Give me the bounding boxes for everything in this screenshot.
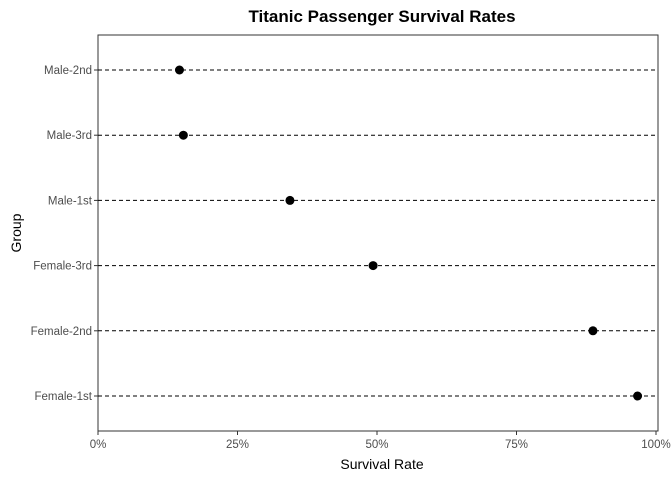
x-tick-label: 75% — [505, 439, 528, 451]
y-tick-label: Male-3rd — [47, 130, 92, 142]
data-point — [285, 195, 295, 205]
chart-title: Titanic Passenger Survival Rates — [248, 7, 515, 26]
plot-panel — [97, 34, 659, 432]
x-axis: 0% 25% 50% 75% 100% — [90, 431, 671, 451]
data-point — [174, 65, 184, 75]
x-tick-label: 50% — [365, 439, 388, 451]
data-point — [588, 326, 598, 336]
y-tick-label: Male-2nd — [44, 65, 92, 77]
x-tick-label: 25% — [226, 439, 249, 451]
data-point — [633, 391, 643, 401]
y-axis-title: Group — [8, 213, 24, 252]
dashed-guides — [98, 69, 658, 397]
y-tick-label: Female-3rd — [33, 261, 92, 273]
x-axis-title: Survival Rate — [340, 456, 423, 472]
data-point — [178, 130, 188, 140]
data-point — [368, 261, 378, 271]
y-axis: Male-2nd Male-3rd Male-1st Female-3rd Female… — [31, 65, 98, 403]
y-tick-label: Female-2nd — [31, 326, 92, 338]
x-tick-label: 0% — [90, 439, 107, 451]
y-tick-label: Male-1st — [48, 195, 93, 207]
x-tick-label: 100% — [641, 439, 670, 451]
y-tick-label: Female-1st — [34, 391, 92, 403]
data-points — [174, 65, 643, 401]
